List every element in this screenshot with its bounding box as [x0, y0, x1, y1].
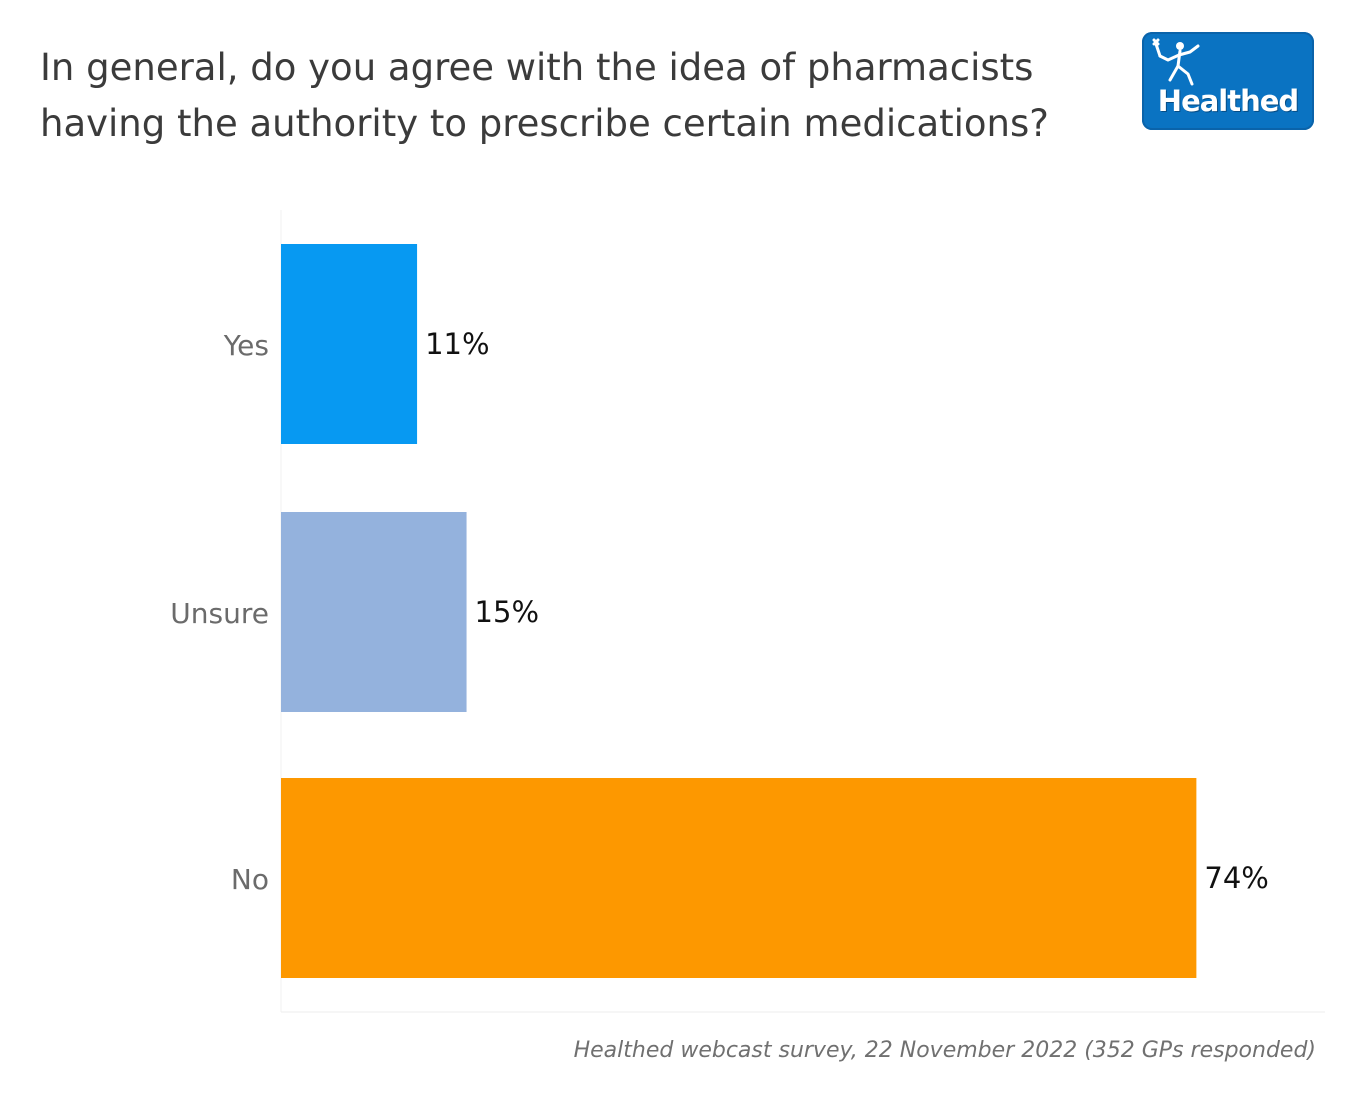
source-note: Healthed webcast survey, 22 November 202…: [573, 1038, 1316, 1063]
value-label-no: 74%: [1204, 861, 1268, 895]
running-figure-icon: [1152, 38, 1200, 86]
category-label-no: No: [231, 863, 269, 896]
bar-no: [281, 778, 1197, 978]
category-label-yes: Yes: [223, 329, 269, 362]
logo-wordmark: Healthed: [1157, 84, 1299, 118]
bar-yes: [281, 244, 418, 444]
chart-title: In general, do you agree with the idea o…: [40, 46, 1049, 145]
value-label-unsure: 15%: [475, 595, 539, 629]
healthed-logo: Healthed: [1142, 32, 1314, 130]
value-label-yes: 11%: [425, 327, 489, 361]
bar-unsure: [281, 512, 467, 712]
category-label-unsure: Unsure: [170, 597, 269, 630]
